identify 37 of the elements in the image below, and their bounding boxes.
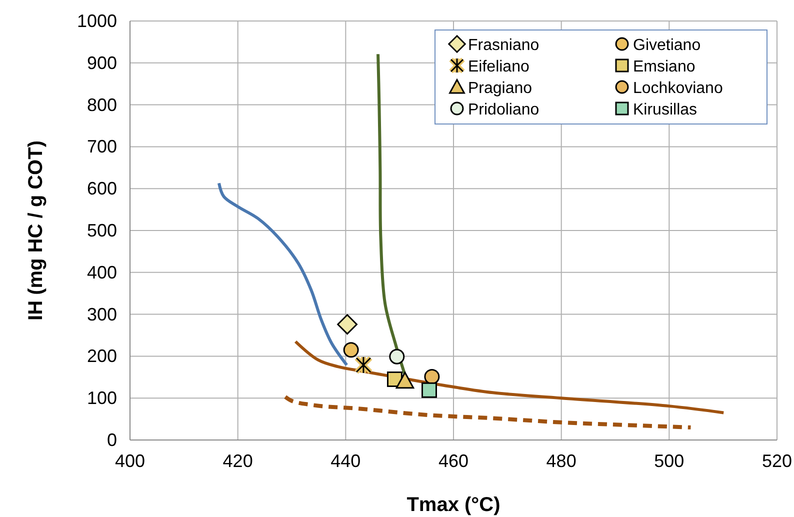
y-tick-label: 400 <box>86 262 117 282</box>
x-tick-label: 500 <box>654 451 684 471</box>
line-series <box>294 340 726 414</box>
y-axis-title: IH (mg HC / g COT) <box>25 140 47 320</box>
x-tick-label: 420 <box>222 451 253 471</box>
legend-label: Frasniano <box>468 37 540 54</box>
y-tick-label: 100 <box>86 388 117 408</box>
point <box>424 368 440 384</box>
line-series <box>217 182 348 366</box>
legend-label: Givetiano <box>633 37 701 54</box>
y-tick-label: 300 <box>86 304 117 324</box>
y-tick-label: 700 <box>86 136 117 157</box>
point <box>389 348 405 364</box>
x-tick-label: 440 <box>330 451 361 471</box>
legend-label: Emsiano <box>633 58 696 76</box>
y-tick-label: 1000 <box>76 11 117 31</box>
point <box>396 372 414 389</box>
y-tick-label: 500 <box>86 220 117 240</box>
legend-label: Lochkoviano <box>633 80 723 97</box>
legend-label: Kirusillas <box>633 102 698 118</box>
x-tick-label: 460 <box>438 451 469 471</box>
point <box>343 342 359 358</box>
y-tick-label: 900 <box>86 52 117 73</box>
y-tick-label: 200 <box>86 346 117 366</box>
legend-label: Pridoliano <box>468 102 540 118</box>
y-tick-label: 800 <box>86 94 117 115</box>
x-tick-label: 400 <box>114 451 146 471</box>
point <box>421 382 437 398</box>
y-tick-label: 0 <box>106 430 117 450</box>
line-series <box>283 394 693 430</box>
y-tick-label: 600 <box>86 178 117 199</box>
x-tick-label: 520 <box>762 451 792 471</box>
legend-label: Eifeliano <box>468 58 530 76</box>
x-tick-label: 480 <box>546 451 576 471</box>
legend-label: Pragiano <box>468 80 532 97</box>
x-axis-title: Tmax (°C) <box>406 494 500 516</box>
point <box>337 314 358 335</box>
